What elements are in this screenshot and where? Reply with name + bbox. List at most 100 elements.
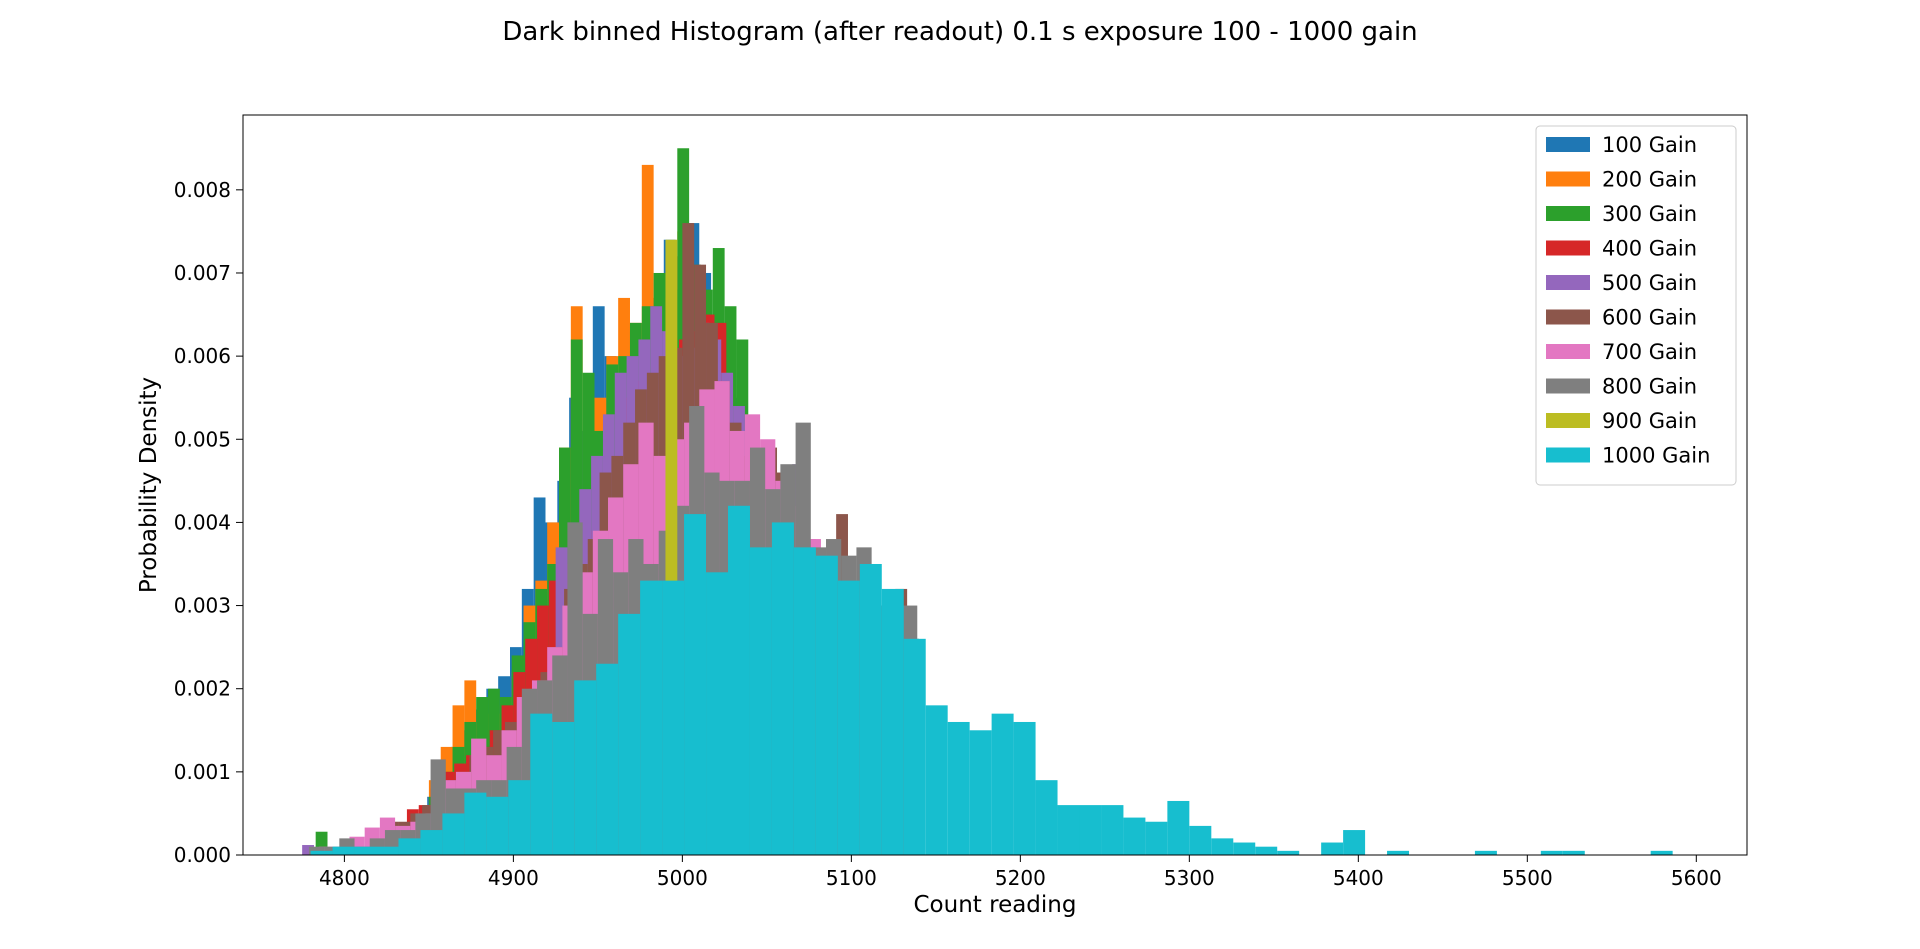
histogram-bar xyxy=(1211,838,1234,855)
histogram-bar xyxy=(793,547,816,855)
histogram-bar xyxy=(530,713,553,855)
histogram-bar xyxy=(1189,825,1212,855)
legend-label: 200 Gain xyxy=(1602,168,1697,192)
histogram-bar xyxy=(640,580,663,855)
histogram-bar xyxy=(728,505,750,855)
chart-title: Dark binned Histogram (after readout) 0.… xyxy=(502,17,1417,47)
histogram-bar xyxy=(665,239,678,856)
histogram-bar xyxy=(1123,817,1146,855)
histogram-bar xyxy=(1013,721,1036,855)
series-1000-gain xyxy=(310,505,1673,855)
y-tick-label: 0.006 xyxy=(174,344,231,368)
y-tick-label: 0.001 xyxy=(174,760,231,784)
histogram-bar xyxy=(991,713,1014,855)
y-axis: 0.000 0.001 0.002 0.003 0.004 0.005 0.006 0.007… xyxy=(174,178,243,867)
histogram-bar xyxy=(1057,805,1080,855)
legend-label: 400 Gain xyxy=(1602,237,1697,261)
bars-layer xyxy=(302,148,1673,856)
histogram-bar xyxy=(925,705,948,855)
legend-label: 600 Gain xyxy=(1602,306,1697,330)
y-tick-label: 0.007 xyxy=(174,261,231,285)
histogram-bar xyxy=(596,663,619,855)
legend-label: 900 Gain xyxy=(1602,409,1697,433)
histogram-bar xyxy=(398,838,421,855)
legend-swatch xyxy=(1546,378,1590,394)
histogram-bar xyxy=(552,721,575,855)
y-tick-label: 0.000 xyxy=(174,843,231,867)
histogram-bar xyxy=(1650,850,1673,855)
y-tick-label: 0.002 xyxy=(174,677,231,701)
legend-label: 100 Gain xyxy=(1602,133,1697,157)
x-tick-label: 5300 xyxy=(1164,866,1215,890)
legend-swatch xyxy=(1546,137,1590,152)
legend-swatch xyxy=(1546,206,1590,221)
histogram-bar xyxy=(574,680,597,855)
series-900-gain xyxy=(665,239,678,856)
x-tick-label: 4900 xyxy=(488,866,539,890)
histogram-bar xyxy=(1277,850,1300,855)
histogram-bar xyxy=(1145,821,1168,855)
histogram-bar xyxy=(1255,846,1278,855)
histogram-bar xyxy=(969,730,992,855)
histogram-bar xyxy=(1474,850,1497,855)
histogram-bar xyxy=(1101,805,1124,855)
histogram-bar xyxy=(771,522,794,855)
x-tick-label: 4800 xyxy=(319,866,370,890)
legend-swatch xyxy=(1546,240,1590,256)
histogram-bar xyxy=(1562,850,1585,855)
y-tick-label: 0.004 xyxy=(174,510,231,534)
x-tick-label: 5600 xyxy=(1671,866,1722,890)
legend-swatch xyxy=(1546,447,1590,463)
histogram-bar xyxy=(1321,842,1344,855)
histogram-bar xyxy=(881,588,904,855)
histogram-bar xyxy=(859,563,882,855)
y-tick-label: 0.003 xyxy=(174,594,231,618)
histogram-bar xyxy=(618,613,641,855)
histogram-bar xyxy=(903,638,926,855)
legend-label: 1000 Gain xyxy=(1602,444,1710,468)
histogram-bar xyxy=(662,580,685,855)
histogram-bar xyxy=(947,721,970,855)
histogram-bar xyxy=(837,580,860,855)
histogram-bar xyxy=(1035,780,1058,855)
histogram-bar xyxy=(464,792,487,855)
histogram-bar xyxy=(420,830,443,855)
histogram-bar xyxy=(684,514,707,855)
histogram-bar xyxy=(706,572,728,855)
x-tick-label: 5100 xyxy=(826,866,877,890)
legend-swatch xyxy=(1546,344,1590,359)
x-axis-label: Count reading xyxy=(914,892,1077,918)
histogram-bar xyxy=(1387,850,1410,855)
histogram-bar xyxy=(315,831,328,855)
histogram-bar xyxy=(1343,830,1366,855)
legend-swatch xyxy=(1546,413,1590,428)
legend-swatch xyxy=(1546,171,1590,187)
plot-frame xyxy=(242,114,1748,856)
y-tick-label: 0.008 xyxy=(174,178,231,202)
histogram-bar xyxy=(442,813,465,855)
legend-swatch xyxy=(1546,309,1590,325)
x-tick-label: 5400 xyxy=(1333,866,1384,890)
histogram-bar xyxy=(508,780,531,855)
histogram-bar xyxy=(486,796,509,855)
histogram-bar xyxy=(1167,800,1190,855)
histogram-bar xyxy=(815,555,838,855)
legend-label: 300 Gain xyxy=(1602,202,1697,226)
y-axis-label: Probability Density xyxy=(136,377,162,593)
y-tick-label: 0.005 xyxy=(174,427,231,451)
legend-swatch xyxy=(1546,275,1590,290)
x-tick-label: 5200 xyxy=(995,866,1046,890)
histogram-bar xyxy=(302,845,314,855)
histogram-bar xyxy=(749,547,772,855)
x-axis: 4800 4900 5000 5100 5200 5300 5400 5500 5600 xyxy=(319,855,1722,890)
legend-label: 800 Gain xyxy=(1602,375,1697,399)
histogram-bar xyxy=(354,846,377,855)
histogram-bar xyxy=(1079,805,1102,855)
histogram-bar xyxy=(332,846,355,855)
legend-label: 500 Gain xyxy=(1602,271,1697,295)
legend-label: 700 Gain xyxy=(1602,340,1697,364)
histogram-bar xyxy=(1540,850,1563,855)
x-tick-label: 5500 xyxy=(1502,866,1553,890)
histogram-bar xyxy=(310,850,333,855)
